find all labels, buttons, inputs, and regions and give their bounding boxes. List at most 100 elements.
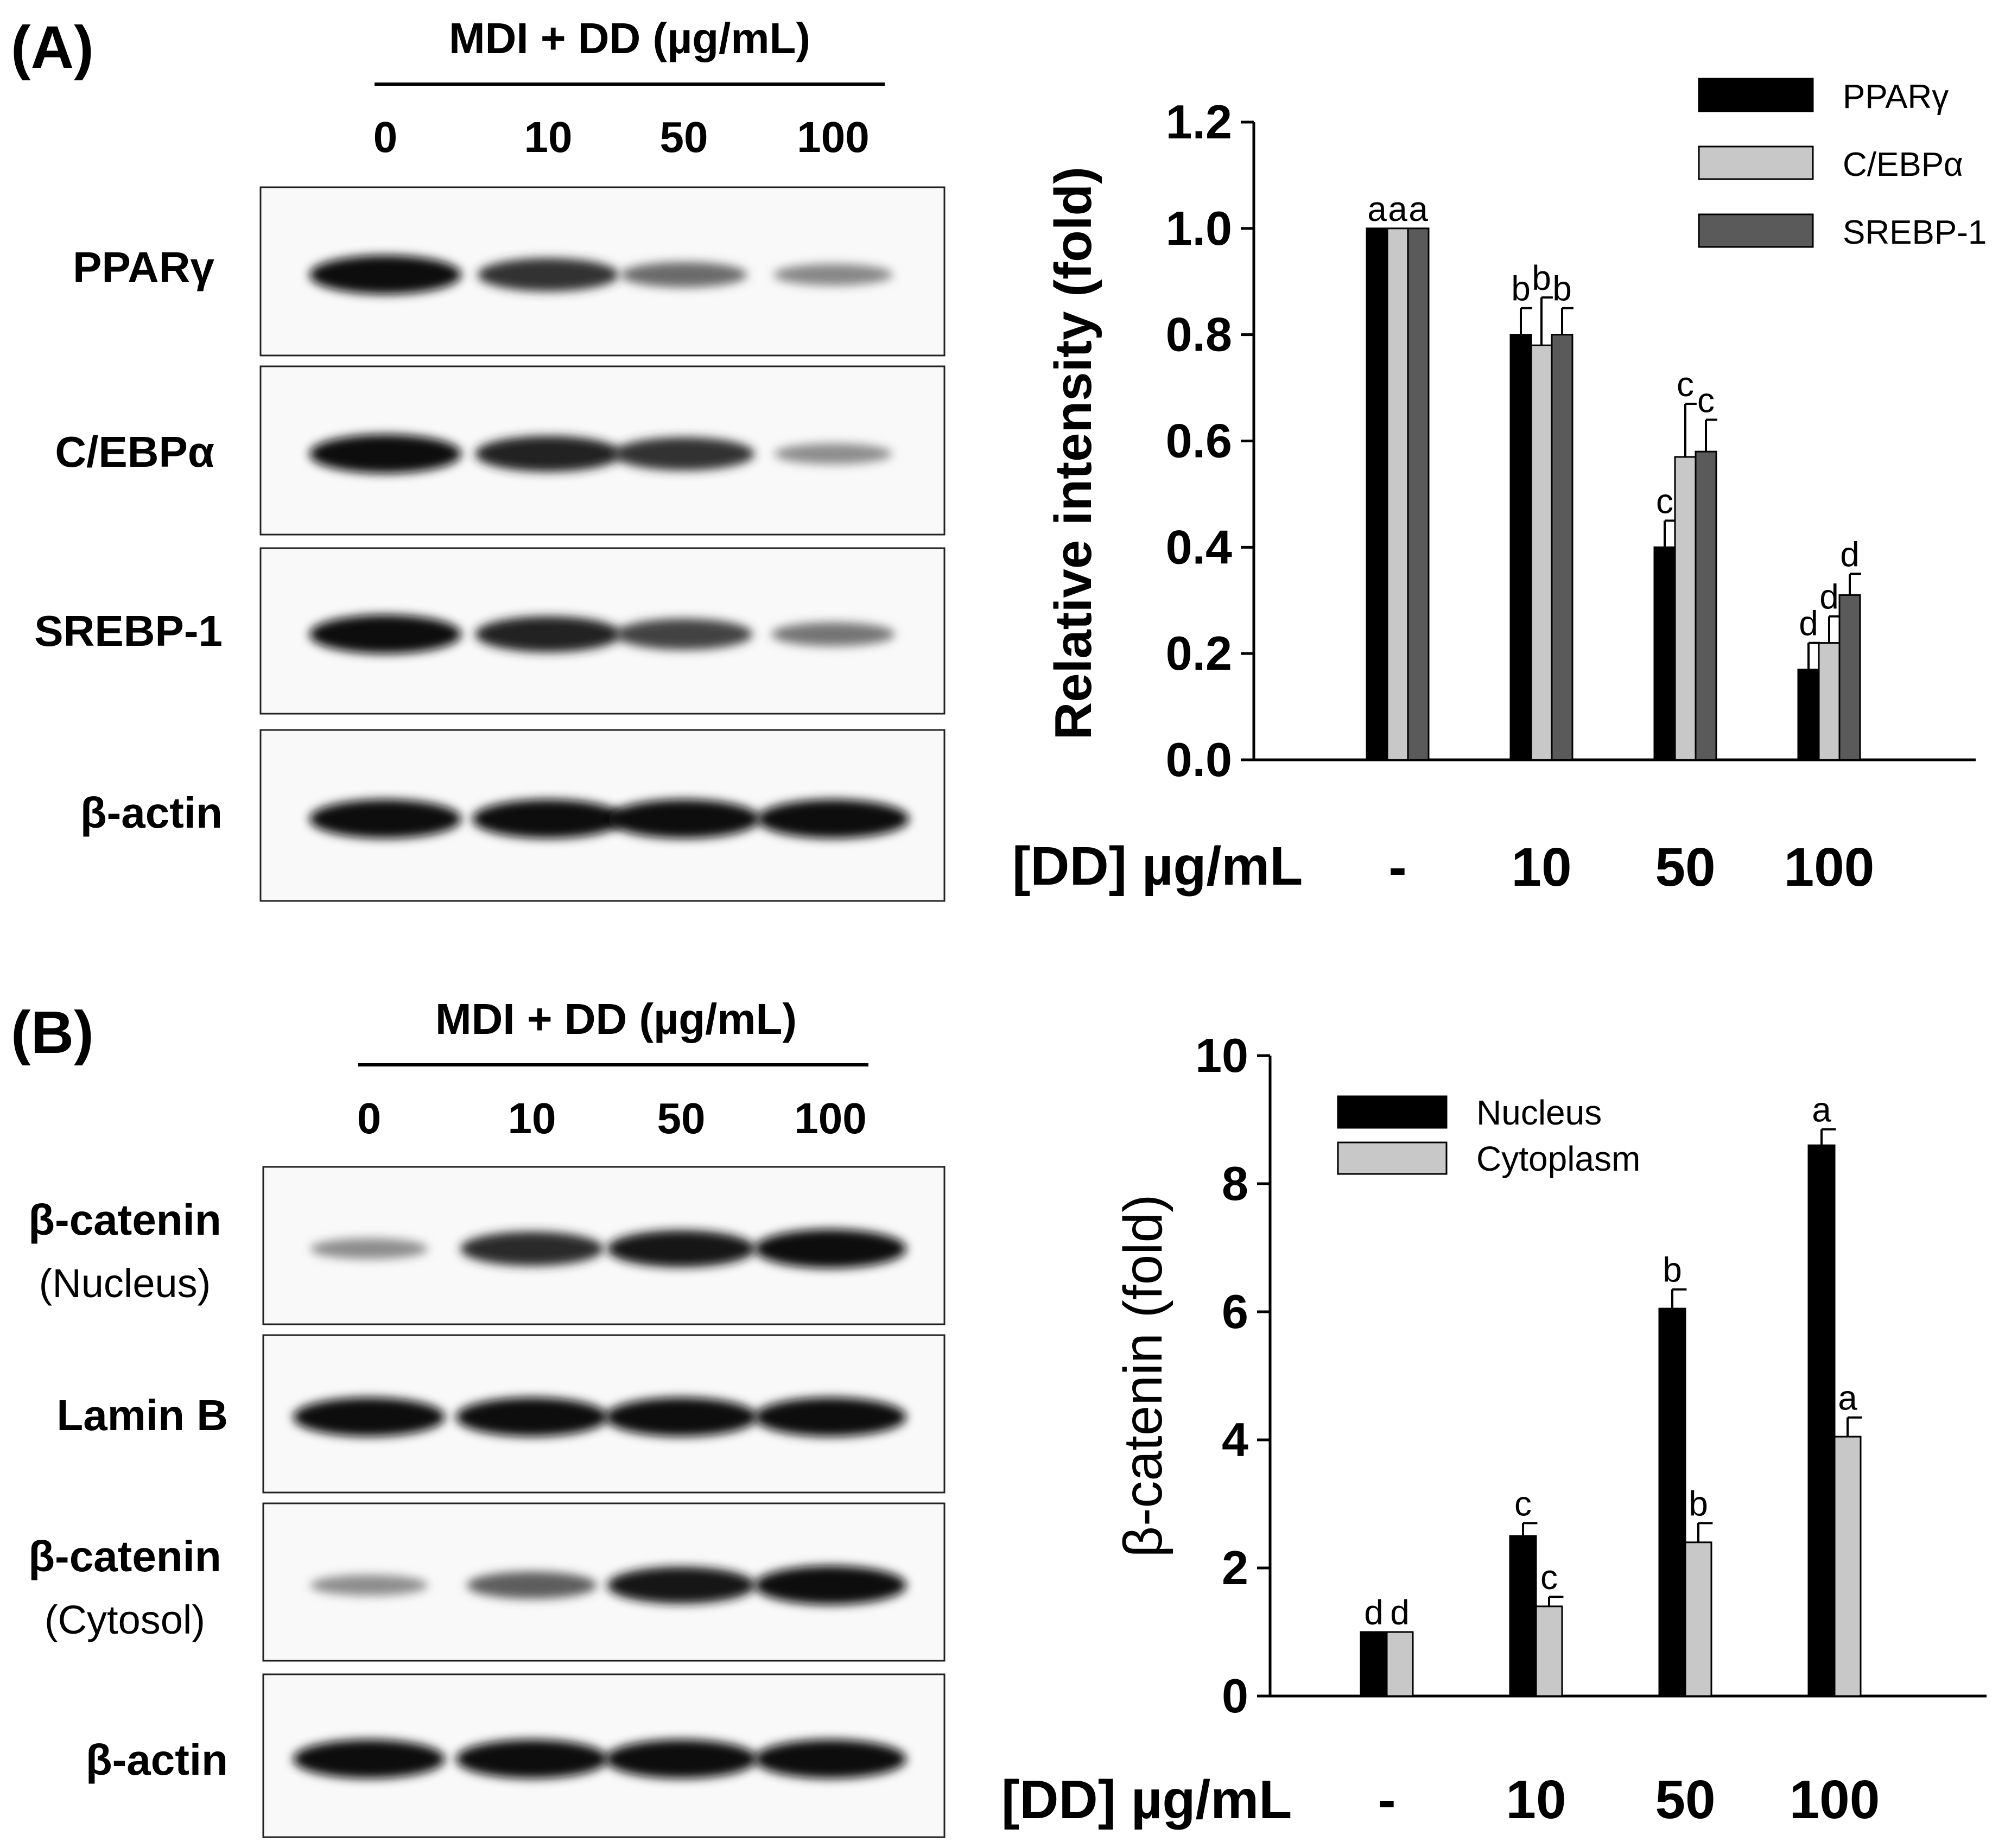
panel-a-dose-label: 50: [660, 113, 708, 161]
legend-swatch: [1698, 78, 1814, 112]
bar: [1386, 1631, 1414, 1697]
blot-protein-label: Lamin B: [56, 1391, 228, 1439]
panel-a-treatment-label: MDI + DD (µg/mL): [449, 14, 810, 62]
blot-strip-cebp: C/EBPα: [55, 365, 946, 536]
chart-b: 0 2 4 6 8 10 d d cc b b a a - 10 50 100 Nucleus Cytopla…: [1001, 1028, 1987, 1830]
blot-band: [773, 264, 893, 286]
blot-band: [607, 1566, 756, 1604]
band-row: [309, 434, 892, 474]
y-tick-label: 8: [1222, 1157, 1248, 1210]
bar: [1535, 1605, 1563, 1697]
bar: [1797, 669, 1820, 761]
y-tick-label: 0.2: [1166, 626, 1232, 680]
legend-label: C/EBPα: [1843, 146, 1963, 183]
chart-b-bars: d d cc b b a a: [1360, 1090, 1862, 1697]
bar: [1658, 1307, 1686, 1697]
legend-label: Cytoplasm: [1476, 1139, 1640, 1178]
panel-b-dose-label: 100: [794, 1094, 866, 1142]
blot-band: [615, 618, 753, 650]
significance-letter: c: [1697, 380, 1715, 420]
panel-a: (A) MDI + DD (µg/mL) 0 10 50 100 PPARγ C…: [11, 14, 946, 902]
blot-band: [293, 1397, 445, 1437]
blot-band: [771, 622, 895, 646]
band-row: [293, 1397, 906, 1437]
blot-band: [608, 799, 760, 839]
blot-strip-catenin-cytosol: β-catenin (Cytosol): [28, 1502, 946, 1662]
legend-swatch: [1337, 1095, 1448, 1129]
blot-protein-label: C/EBPα: [55, 428, 214, 476]
blot-band: [309, 614, 461, 654]
y-tick-label: 0.4: [1166, 520, 1232, 574]
chart-a-x-axis-label: [DD] µg/mL: [1012, 836, 1303, 897]
y-tick-label: 10: [1195, 1028, 1248, 1082]
bar: [1653, 546, 1676, 761]
blot-band: [754, 1565, 906, 1605]
blot-band: [774, 443, 892, 465]
bar: [1833, 1436, 1862, 1697]
y-tick-label: 0.8: [1166, 308, 1232, 361]
panel-b: (B) MDI + DD (µg/mL) 0 10 50 100 β-caten…: [11, 995, 946, 1838]
legend-label: PPARγ: [1843, 78, 1949, 116]
panel-a-dose-label: 100: [797, 113, 869, 161]
significance-letter: d: [1390, 1593, 1410, 1632]
legend-label: Nucleus: [1476, 1093, 1602, 1132]
bar: [1807, 1144, 1836, 1697]
blot-band: [456, 1739, 608, 1779]
x-category-label: -: [1378, 1769, 1395, 1830]
blot-band: [310, 1238, 428, 1259]
chart-b-y-axis-label: β-catenin (fold): [1113, 1195, 1173, 1558]
significance-letter: d: [1840, 535, 1860, 574]
significance-letter: b: [1689, 1484, 1708, 1523]
y-tick-label: 1.0: [1166, 201, 1232, 255]
blot-sub-label: (Nucleus): [39, 1261, 211, 1306]
bar: [1674, 456, 1697, 761]
panel-b-label: (B): [11, 999, 94, 1066]
blot-band: [754, 1397, 906, 1437]
blot-band: [472, 799, 624, 839]
bar: [1530, 344, 1553, 761]
panel-a-dose-label: 0: [373, 113, 398, 161]
significance-letter: b: [1552, 269, 1572, 308]
significance-letter: c: [1677, 365, 1694, 404]
chart-b-y-ticks: 0 2 4 6 8 10: [1195, 1028, 1270, 1723]
blot-band: [310, 1574, 428, 1596]
x-category-label: 100: [1790, 1769, 1880, 1830]
significance-letter: c: [1514, 1484, 1532, 1523]
chart-a-x-labels: - 10 50 100: [1388, 837, 1874, 898]
blot-band: [309, 434, 461, 474]
panel-b-treatment-label: MDI + DD (µg/mL): [435, 995, 797, 1043]
y-tick-label: 4: [1222, 1413, 1248, 1466]
blot-band: [607, 1230, 756, 1267]
blot-band: [456, 1397, 608, 1437]
legend-swatch: [1698, 145, 1814, 180]
blot-strip-actin: β-actin: [80, 729, 946, 902]
blot-band: [620, 262, 747, 288]
blot-band: [293, 1739, 445, 1779]
significance-letter: a: [1367, 189, 1387, 228]
blot-band: [460, 1231, 604, 1266]
legend-swatch: [1698, 213, 1814, 248]
significance-letter: c: [1656, 481, 1673, 520]
significance-letter: b: [1532, 258, 1551, 297]
bar: [1684, 1541, 1712, 1697]
band-row: [310, 1229, 906, 1268]
panel-b-dose-label: 10: [508, 1094, 556, 1142]
x-category-label: 50: [1655, 837, 1715, 898]
x-category-label: -: [1388, 837, 1406, 898]
significance-letter: b: [1663, 1250, 1682, 1290]
blot-band: [309, 255, 461, 295]
significance-letter: a: [1408, 189, 1428, 228]
chart-a-legend: PPARγ C/EBPα SREBP-1: [1698, 78, 1987, 251]
band-row: [293, 1739, 906, 1779]
chart-b-x-labels: - 10 50 100: [1378, 1769, 1880, 1830]
panel-a-label: (A): [11, 14, 94, 81]
panel-b-dose-label: 0: [357, 1094, 382, 1142]
blot-band: [757, 799, 909, 839]
bar: [1695, 450, 1717, 761]
y-tick-label: 2: [1222, 1541, 1248, 1595]
chart-b-x-axis-label: [DD] µg/mL: [1001, 1769, 1292, 1830]
y-tick-label: 0.0: [1166, 733, 1232, 786]
